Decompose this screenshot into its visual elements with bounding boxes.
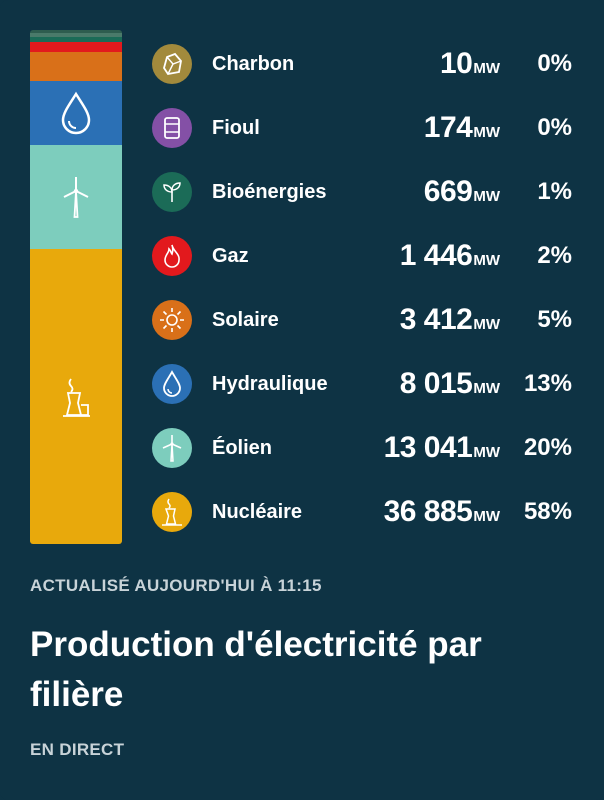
source-name: Bioénergies [212, 180, 327, 203]
source-name: Fioul [212, 116, 260, 139]
source-value: 36 885 MW [383, 495, 500, 528]
wind-turbine-icon [63, 177, 89, 218]
source-value: 8 015 MW [399, 367, 500, 400]
source-name: Gaz [212, 244, 249, 267]
source-row-charbon: Charbon 10 MW 0% [152, 42, 576, 86]
source-value: 3 412 MW [399, 303, 500, 336]
wind-turbine-icon [152, 428, 192, 468]
stack-segment-fioul [30, 33, 122, 37]
source-row-gaz: Gaz 1 446 MW 2% [152, 234, 576, 278]
source-row-solaire: Solaire 3 412 MW 5% [152, 298, 576, 342]
source-value: 1 446 MW [399, 239, 500, 272]
source-percent: 2% [537, 242, 572, 269]
card-title: Production d'électricité par filière [30, 625, 482, 714]
source-percent: 58% [523, 498, 572, 525]
sprout-icon [152, 172, 192, 212]
source-percent: 1% [537, 178, 572, 205]
flame-icon [152, 236, 192, 276]
stack-segment-eolien [30, 145, 122, 249]
sun-icon [152, 300, 192, 340]
stack-segment-solaire [30, 52, 122, 81]
last-updated-label: ACTUALISÉ AUJOURD'HUI À 11:15 [30, 576, 322, 595]
coal-icon [152, 44, 192, 84]
source-percent: 20% [523, 434, 572, 461]
stack-segment-bioenergies [30, 37, 122, 42]
stack-segment-charbon [30, 30, 122, 33]
source-percent: 0% [537, 114, 572, 141]
source-value: 174 MW [423, 111, 500, 144]
source-percent: 5% [537, 306, 572, 333]
source-name: Solaire [212, 308, 279, 331]
source-row-eolien: Éolien 13 041 MW 20% [152, 426, 576, 470]
source-name: Nucléaire [212, 500, 303, 523]
water-drop-icon [61, 91, 91, 135]
stack-segment-gaz [30, 42, 122, 52]
water-drop-icon [152, 364, 192, 404]
nuclear-plant-icon [152, 492, 192, 532]
source-name: Charbon [212, 52, 295, 75]
source-percent: 0% [537, 50, 572, 77]
source-value: 13 041 MW [383, 431, 500, 464]
live-label: EN DIRECT [30, 740, 125, 759]
source-row-fioul: Fioul 174 MW 0% [152, 106, 576, 150]
source-name: Éolien [212, 436, 273, 459]
source-row-hydraulique: Hydraulique 8 015 MW 13% [152, 362, 576, 406]
stack-segment-nucleaire [30, 249, 122, 544]
source-row-nucleaire: Nucléaire 36 885 MW 58% [152, 490, 576, 534]
source-value: 10 MW [439, 47, 500, 80]
stack-segment-hydraulique [30, 81, 122, 145]
source-percent: 13% [523, 370, 572, 397]
source-value: 669 MW [423, 175, 500, 208]
oil-barrel-icon [152, 108, 192, 148]
source-name: Hydraulique [212, 372, 328, 395]
source-row-bioenergies: Bioénergies 669 MW 1% [152, 170, 576, 214]
nuclear-plant-icon [63, 377, 90, 417]
production-stack-bar [30, 30, 122, 544]
